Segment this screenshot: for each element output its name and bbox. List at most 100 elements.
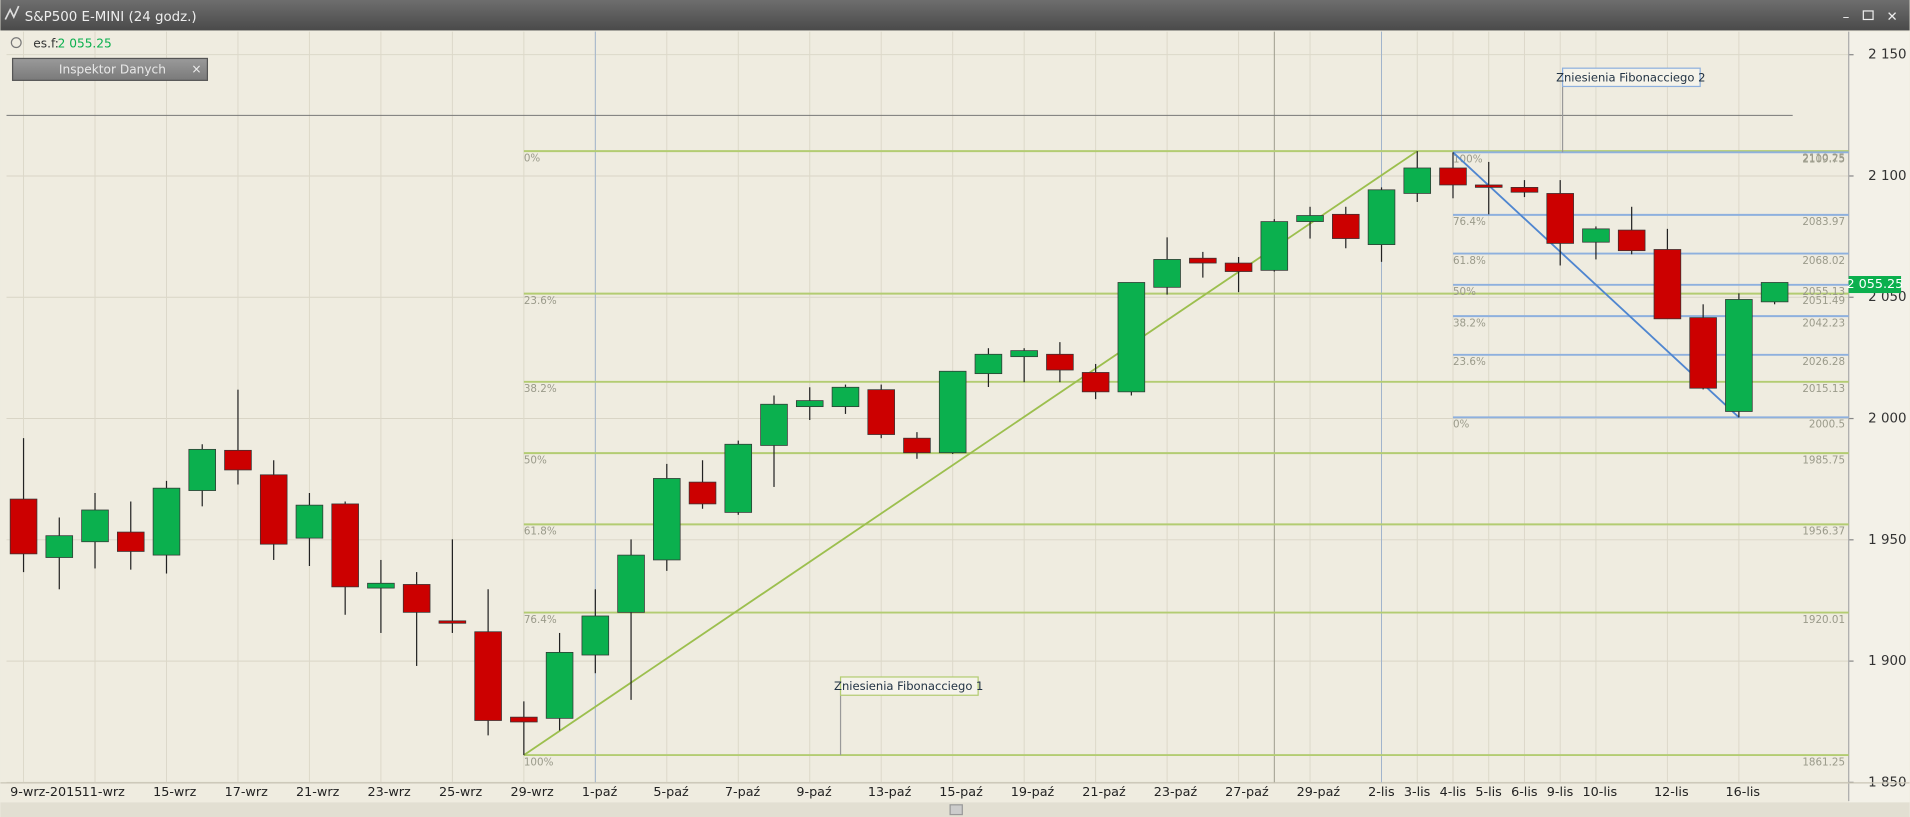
fib-level-price: 2055.13 [1802,286,1845,298]
x-tick-label: 7-paź [725,785,761,800]
candle-body [1260,221,1289,271]
candle [1296,206,1324,239]
candle [831,384,860,414]
candle-body [545,651,574,719]
candle-body [1117,282,1146,393]
candle-body [831,386,860,408]
close-button[interactable]: ✕ [1886,10,1897,25]
candle [688,460,717,509]
inspector-close[interactable]: × [191,62,201,76]
candle-body [974,353,1003,375]
fib-level-price: 2051.49 [1802,295,1845,307]
x-tick-label: 12-lis [1654,785,1689,800]
x-tick-label: 3-lis [1404,785,1431,800]
x-tick-label: 13-paź [868,785,912,800]
minimize-button[interactable]: – [1843,10,1850,25]
scroll-handle[interactable] [949,804,963,816]
y-tick-label: 2 000 [1868,412,1906,427]
candle [259,460,288,560]
y-tick-label: 1 900 [1868,654,1906,669]
x-tick-label: 2-lis [1368,785,1395,800]
candle-body [1689,317,1717,389]
inspector-panel[interactable] [11,57,209,81]
fib-level-price: 1956.37 [1802,526,1845,538]
fib-level-pct: 0% [1453,419,1470,431]
window-title: S&P500 E-MINI (24 godz.) [25,10,197,25]
fib-level-price: 2083.97 [1802,216,1845,228]
candle-body [1010,350,1038,358]
x-tick-label: 11-wrz [82,785,126,800]
candle [545,632,574,731]
fib-level-price: 2068.02 [1802,255,1845,267]
x-tick-label: 17-wrz [225,785,269,800]
fib-level-pct: 50% [524,454,547,466]
candle [1510,180,1539,198]
candle [1582,226,1610,260]
candle [1224,256,1253,293]
crosshair-icon[interactable] [10,37,22,49]
price-axis-area [1848,31,1910,803]
candle [1189,251,1217,278]
candle-body [1474,184,1503,188]
candle-body [1617,229,1646,252]
x-tick-label: 1-paź [582,785,618,800]
fibonacci-2: 100% 2109.75 76.4% 2083.97 61.8% 2068.02 50% 20… [1452,67,1849,431]
restore-button[interactable] [1862,10,1874,21]
fib-label-box [1561,67,1701,88]
fib-level-price: 1985.75 [1802,454,1845,466]
candle-body [1046,353,1074,371]
candle [1332,206,1360,249]
candle [152,480,181,574]
fib-level-pct: 0% [524,152,541,164]
fib-level-price: 2109.75 [1802,154,1845,166]
candle-body [760,403,788,446]
candle-body [1403,167,1432,194]
candle-body [1224,262,1253,272]
candle-body [152,487,181,556]
x-tick-label: 19-paź [1011,785,1055,800]
fib-level-price: 2000.5 [1809,419,1845,431]
candle [1439,152,1467,199]
candle-body [116,531,145,552]
candle [402,572,431,666]
y-tick-label: 2 150 [1868,48,1906,63]
candle-body [331,503,359,588]
x-tick-label: 25-wrz [439,785,483,800]
fib-level-pct: 50% [1453,286,1476,298]
x-tick-label: 27-paź [1225,785,1269,800]
x-tick-label: 21-paź [1082,785,1126,800]
x-tick-label: 9-paź [796,785,832,800]
candle-body [1725,299,1753,412]
candle [9,438,38,573]
candle [45,517,74,590]
app-icon [4,5,20,20]
candle-body [1760,282,1789,303]
x-tick-label: 9-lis [1547,785,1574,800]
candle [617,539,645,700]
fib-level-price: 1920.01 [1802,614,1845,626]
fib-level-price: 2110.25 [1802,152,1845,164]
candle-body [1296,215,1324,222]
candle [1046,342,1074,383]
x-tick-label: 23-wrz [368,785,412,800]
candle [903,432,931,459]
fib-label: Zniesienia Fibonacciego 2 [1556,70,1705,84]
candle-body [1081,372,1110,393]
candle [1367,187,1396,262]
candle-body [438,620,467,624]
y-tick-label: 2 050 [1868,290,1906,305]
inspector-title: Inspektor Danych [59,63,166,77]
candle [367,559,395,633]
candle [1653,228,1682,320]
candle [1117,282,1146,396]
candle [331,501,359,615]
candle [867,384,895,439]
fib-level-price: 1861.25 [1802,756,1845,768]
y-tick-label: 1 950 [1868,533,1906,548]
candle-body [9,498,38,555]
candle-body [724,443,753,513]
symbol-label: es.f: [33,36,59,50]
fib-level-pct: 76.4% [524,614,557,626]
candle [1260,219,1289,272]
candle-body [867,389,895,435]
